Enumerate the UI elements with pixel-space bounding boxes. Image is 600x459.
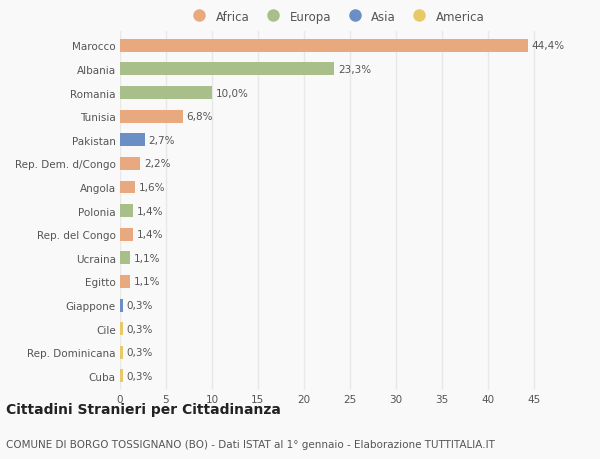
- Text: 23,3%: 23,3%: [338, 65, 371, 75]
- Text: 2,7%: 2,7%: [148, 135, 175, 146]
- Text: 1,6%: 1,6%: [139, 183, 165, 193]
- Text: 44,4%: 44,4%: [532, 41, 565, 51]
- Bar: [120, 346, 123, 359]
- Text: COMUNE DI BORGO TOSSIGNANO (BO) - Dati ISTAT al 1° gennaio - Elaborazione TUTTIT: COMUNE DI BORGO TOSSIGNANO (BO) - Dati I…: [6, 440, 495, 449]
- Bar: [120, 205, 133, 218]
- Bar: [120, 369, 123, 382]
- Text: 2,2%: 2,2%: [144, 159, 170, 169]
- Bar: [120, 87, 212, 100]
- Bar: [120, 252, 130, 265]
- Text: 1,4%: 1,4%: [137, 206, 163, 216]
- Bar: [120, 157, 140, 170]
- Bar: [120, 111, 182, 123]
- Bar: [120, 134, 145, 147]
- Text: 0,3%: 0,3%: [127, 371, 153, 381]
- Text: 6,8%: 6,8%: [186, 112, 212, 122]
- Text: Cittadini Stranieri per Cittadinanza: Cittadini Stranieri per Cittadinanza: [6, 402, 281, 416]
- Text: 0,3%: 0,3%: [127, 324, 153, 334]
- Text: 0,3%: 0,3%: [127, 347, 153, 358]
- Legend: Africa, Europa, Asia, America: Africa, Europa, Asia, America: [182, 6, 490, 28]
- Bar: [120, 63, 334, 76]
- Bar: [120, 322, 123, 336]
- Text: 1,4%: 1,4%: [137, 230, 163, 240]
- Text: 1,1%: 1,1%: [134, 253, 160, 263]
- Bar: [120, 275, 130, 288]
- Text: 1,1%: 1,1%: [134, 277, 160, 287]
- Bar: [120, 299, 123, 312]
- Bar: [120, 181, 135, 194]
- Text: 10,0%: 10,0%: [215, 89, 248, 98]
- Bar: [120, 228, 133, 241]
- Text: 0,3%: 0,3%: [127, 300, 153, 310]
- Bar: [120, 40, 528, 53]
